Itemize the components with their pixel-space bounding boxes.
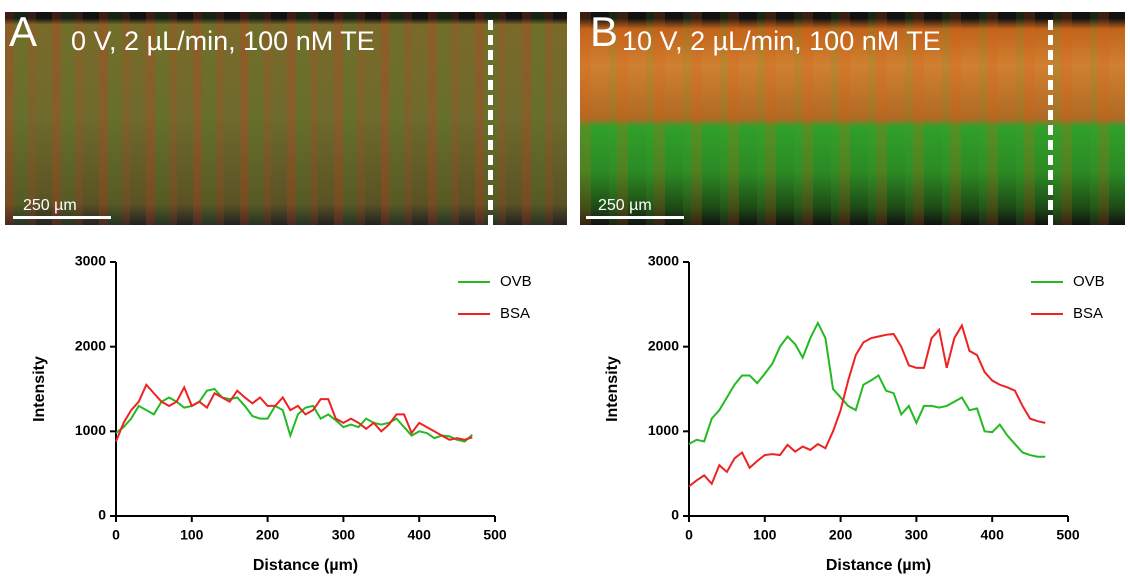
x-tick-label: 500 [483, 527, 507, 543]
y-tick-label: 0 [98, 507, 106, 523]
legend-label: BSA [500, 305, 530, 322]
y-tick-label: 2000 [648, 337, 679, 353]
y-tick-label: 1000 [75, 422, 106, 438]
legend-label: OVB [1073, 273, 1105, 290]
micrograph: A 0 V, 2 µL/min, 100 nM TE 250 µm [5, 12, 567, 225]
x-tick-label: 400 [981, 527, 1005, 543]
x-tick-label: 100 [753, 527, 777, 543]
scale-bar [13, 216, 111, 219]
micrograph: B 10 V, 2 µL/min, 100 nM TE 250 µm [580, 12, 1125, 225]
y-tick-label: 0 [671, 507, 679, 523]
scale-bar [586, 216, 684, 219]
y-tick-label: 3000 [648, 253, 679, 269]
y-tick-label: 1000 [648, 422, 679, 438]
x-tick-label: 0 [685, 527, 693, 543]
x-axis-label: Distance (µm) [826, 557, 931, 574]
scale-bar-label: 250 µm [23, 197, 77, 214]
panel-caption: 10 V, 2 µL/min, 100 nM TE [622, 26, 941, 56]
x-tick-label: 0 [112, 527, 120, 543]
panel-label: A [9, 12, 38, 55]
dashed-line [488, 20, 493, 225]
x-tick-label: 400 [408, 527, 432, 543]
x-axis-label: Distance (µm) [253, 557, 358, 574]
data-line [688, 323, 1046, 488]
scale-bar-label: 250 µm [598, 197, 652, 214]
data-line [688, 320, 1046, 458]
legend-label: OVB [500, 273, 532, 290]
y-axis-label: Intensity [604, 356, 621, 422]
x-tick-label: 100 [180, 527, 204, 543]
y-tick-label: 2000 [75, 337, 106, 353]
x-tick-label: 200 [829, 527, 853, 543]
dashed-line [1048, 20, 1053, 225]
panel-label: B [590, 12, 619, 55]
data-line [115, 382, 473, 442]
y-axis-label: Intensity [31, 356, 48, 422]
legend-label: BSA [1073, 305, 1103, 322]
x-tick-label: 300 [905, 527, 929, 543]
data-line [115, 387, 473, 443]
x-tick-label: 200 [256, 527, 280, 543]
y-tick-label: 3000 [75, 253, 106, 269]
panel-caption: 0 V, 2 µL/min, 100 nM TE [71, 26, 375, 56]
x-tick-label: 300 [332, 527, 356, 543]
x-tick-label: 500 [1056, 527, 1080, 543]
